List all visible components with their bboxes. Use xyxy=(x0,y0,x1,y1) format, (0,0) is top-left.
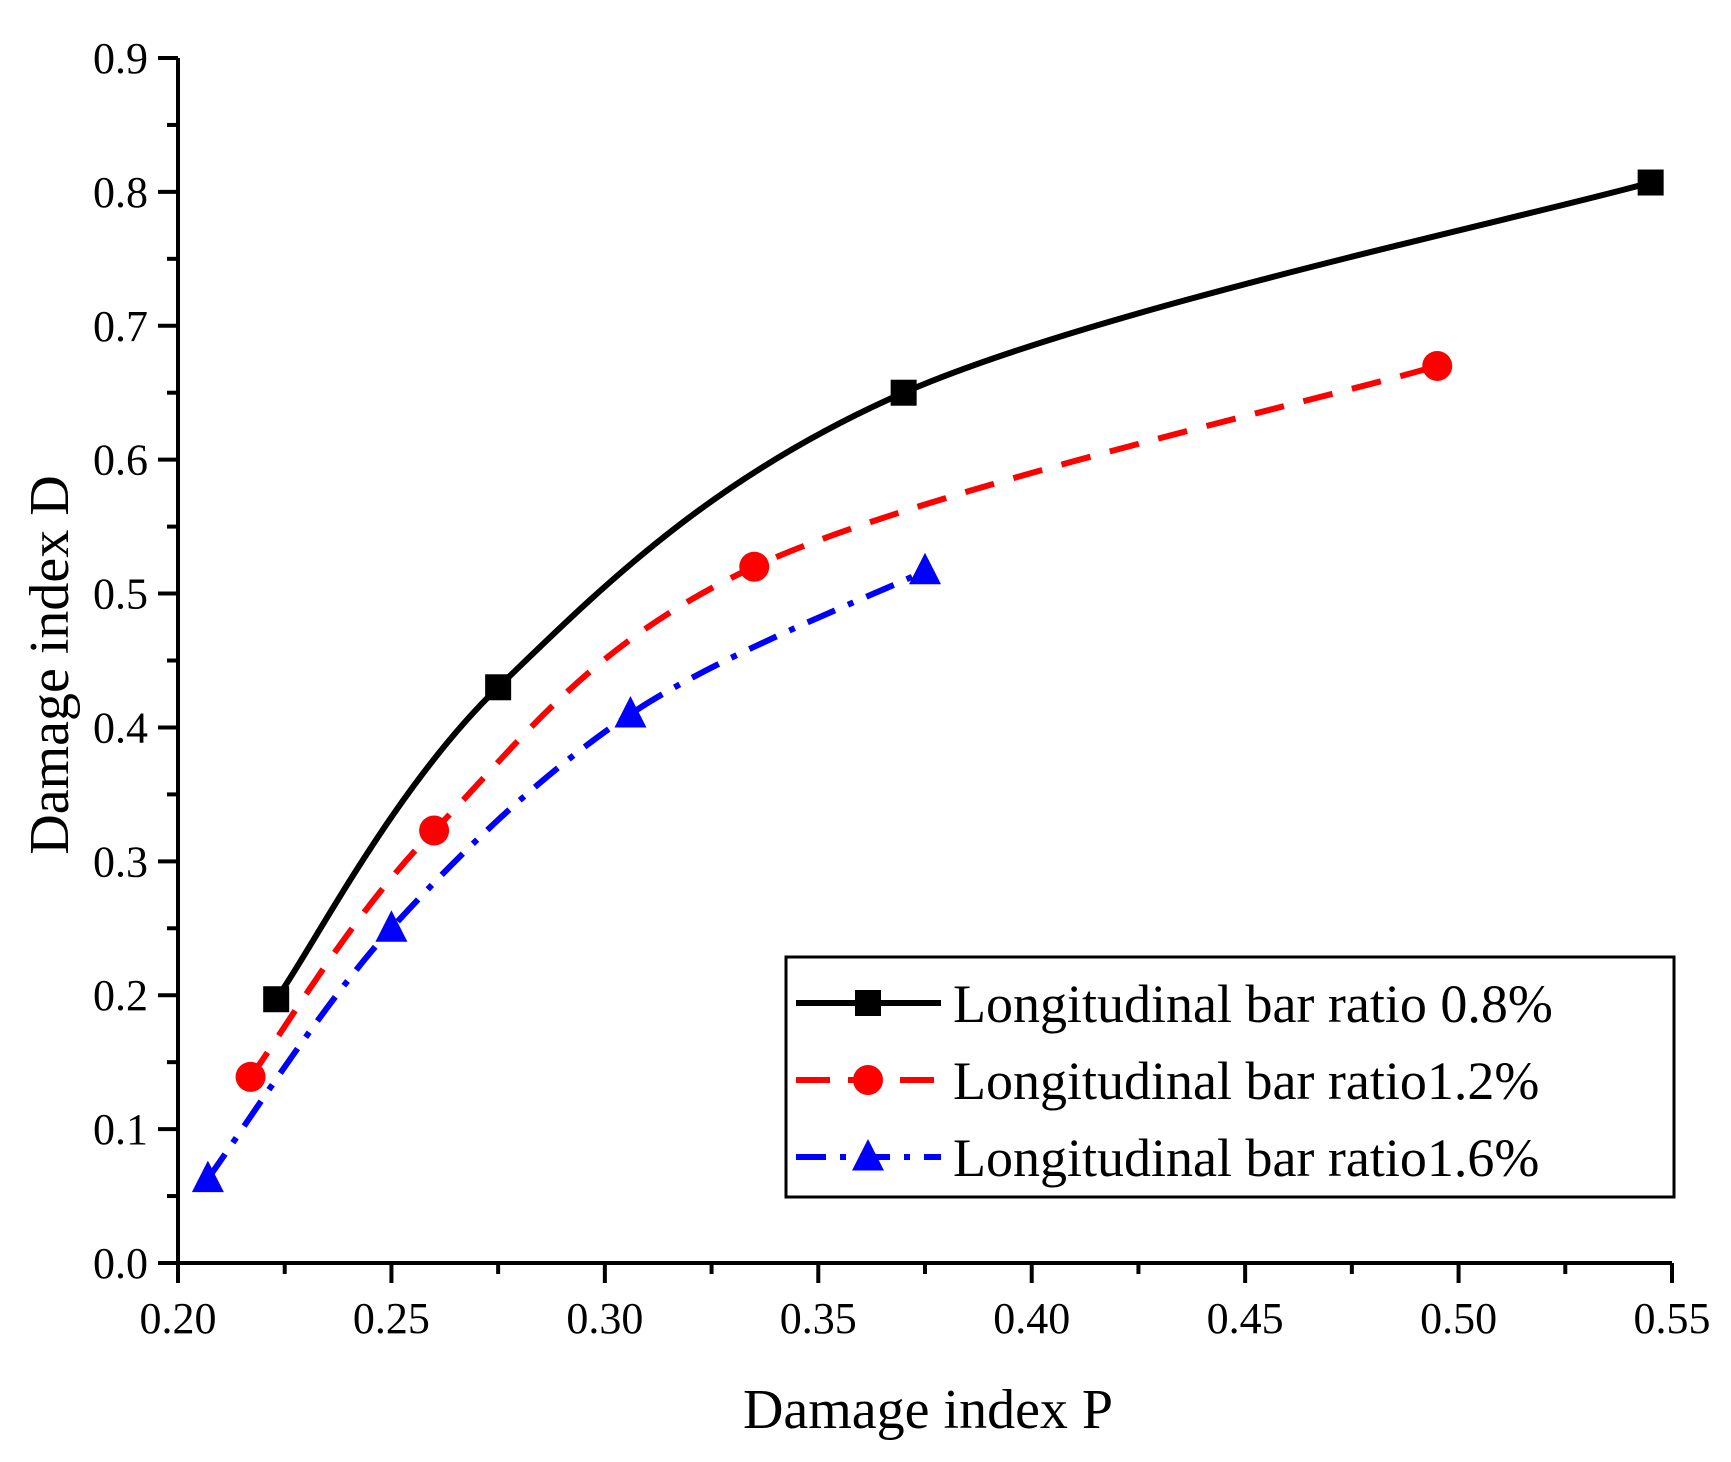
data-point xyxy=(1422,350,1453,381)
y-tick-label: 0.4 xyxy=(93,703,148,752)
x-tick-label: 0.45 xyxy=(1207,1294,1284,1343)
legend-label: Longitudinal bar ratio1.6% xyxy=(953,1128,1539,1188)
y-tick-label: 0.9 xyxy=(93,34,148,83)
legend-item-2: Longitudinal bar ratio1.2% xyxy=(796,1051,1539,1111)
y-tick-label: 0.1 xyxy=(93,1105,148,1154)
series-line xyxy=(273,179,1652,1001)
y-axis-title: Damage index D xyxy=(19,475,81,854)
y-tick-label: 0.6 xyxy=(93,436,148,485)
data-point xyxy=(909,552,941,585)
y-tick-label: 0.5 xyxy=(93,570,148,619)
series-2 xyxy=(235,350,1453,1092)
x-axis-title: Damage index P xyxy=(743,1379,1113,1441)
legend-label: Longitudinal bar ratio 0.8% xyxy=(953,974,1553,1034)
x-tick-label: 0.30 xyxy=(566,1294,643,1343)
legend-marker xyxy=(855,990,881,1016)
x-tick-label: 0.20 xyxy=(140,1294,217,1343)
x-tick-label: 0.35 xyxy=(780,1294,857,1343)
x-tick-label: 0.25 xyxy=(353,1294,430,1343)
data-point xyxy=(419,815,450,846)
y-tick-label: 0.3 xyxy=(93,837,148,886)
data-point xyxy=(375,910,408,942)
legend-item-1: Longitudinal bar ratio 0.8% xyxy=(796,974,1553,1034)
axis-ticks: 0.20 0.25 0.30 0.35 0.40 0.45 0.50 0.55 0.0 0.1 0.… xyxy=(93,34,1711,1343)
legend: Longitudinal bar ratio 0.8% Longitudinal … xyxy=(784,955,1676,1199)
data-point xyxy=(191,1160,224,1193)
legend-label: Longitudinal bar ratio1.2% xyxy=(953,1051,1539,1111)
data-point xyxy=(485,674,512,701)
x-tick-label: 0.50 xyxy=(1420,1294,1497,1343)
data-series xyxy=(191,169,1664,1193)
data-point xyxy=(1637,169,1664,196)
legend-item-3: Longitudinal bar ratio1.6% xyxy=(796,1128,1539,1188)
x-tick-label: 0.55 xyxy=(1634,1294,1711,1343)
y-tick-label: 0.0 xyxy=(93,1239,148,1288)
y-tick-label: 0.7 xyxy=(93,302,148,351)
data-point xyxy=(890,379,917,406)
series-3 xyxy=(191,552,941,1193)
data-point xyxy=(235,1061,266,1092)
y-tick-label: 0.8 xyxy=(93,168,148,217)
series-1 xyxy=(263,169,1664,1013)
series-line xyxy=(248,363,1439,1079)
series-line xyxy=(205,568,927,1181)
data-point xyxy=(614,696,647,728)
data-point xyxy=(739,551,770,582)
data-point xyxy=(263,986,290,1013)
legend-marker xyxy=(852,1139,884,1171)
x-tick-label: 0.40 xyxy=(993,1294,1070,1343)
y-tick-label: 0.2 xyxy=(93,971,148,1020)
legend-marker xyxy=(853,1065,883,1095)
